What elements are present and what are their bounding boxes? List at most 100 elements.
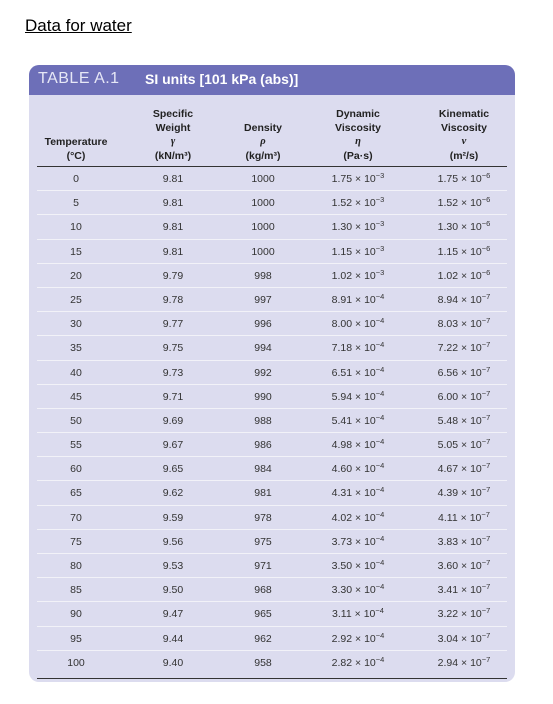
cell-density: 998 <box>254 269 272 282</box>
col-header-specific-weight: Specific Weight γ (kN/m³) <box>152 108 194 162</box>
cell-specific-weight: 9.81 <box>162 245 184 258</box>
cell-specific-weight: 9.71 <box>162 390 184 403</box>
table-row: 75 9.56 975 3.73 × 10−4 3.83 × 10−7 <box>29 530 515 555</box>
cell-temperature: 65 <box>70 487 82 500</box>
col-header-kinematic-viscosity: Kinematic Viscosity ν (m²/s) <box>438 108 490 162</box>
cell-temperature: 55 <box>70 439 82 452</box>
bottom-rule <box>37 678 507 679</box>
cell-kinematic-viscosity: 6.00 × 10−7 <box>437 388 491 403</box>
cell-dynamic-viscosity: 1.02 × 10−3 <box>331 267 385 282</box>
cell-density: 990 <box>254 390 272 403</box>
cell-dynamic-viscosity: 4.98 × 10−4 <box>331 437 385 452</box>
cell-temperature: 15 <box>70 245 82 258</box>
cell-density: 965 <box>254 608 272 621</box>
cell-kinematic-viscosity: 1.30 × 10−6 <box>437 219 491 234</box>
header-rule <box>37 166 507 167</box>
cell-dynamic-viscosity: 8.00 × 10−4 <box>331 316 385 331</box>
cell-dynamic-viscosity: 5.41 × 10−4 <box>331 412 385 427</box>
cell-density: 958 <box>254 656 272 669</box>
table-body: 0 9.81 1000 1.75 × 10−3 1.75 × 10−6 5 9.81 1000… <box>29 167 515 675</box>
cell-kinematic-viscosity: 1.02 × 10−6 <box>437 267 491 282</box>
table-row: 15 9.81 1000 1.15 × 10−3 1.15 × 10−6 <box>29 240 515 264</box>
cell-specific-weight: 9.77 <box>162 318 184 331</box>
cell-density: 1000 <box>251 197 275 210</box>
cell-specific-weight: 9.59 <box>162 511 184 524</box>
table-row: 45 9.71 990 5.94 × 10−4 6.00 × 10−7 <box>29 385 515 410</box>
cell-kinematic-viscosity: 3.22 × 10−7 <box>437 606 491 621</box>
cell-dynamic-viscosity: 1.15 × 10−3 <box>331 243 385 258</box>
cell-specific-weight: 9.50 <box>162 584 184 597</box>
cell-temperature: 60 <box>70 463 82 476</box>
cell-kinematic-viscosity: 4.67 × 10−7 <box>437 461 491 476</box>
cell-dynamic-viscosity: 3.30 × 10−4 <box>331 582 385 597</box>
table-label: TABLE A.1 <box>38 70 120 87</box>
cell-density: 971 <box>254 560 272 572</box>
cell-temperature: 40 <box>70 366 82 379</box>
cell-kinematic-viscosity: 4.39 × 10−7 <box>437 485 491 500</box>
cell-kinematic-viscosity: 7.22 × 10−7 <box>437 340 491 355</box>
table-row: 90 9.47 965 3.11 × 10−4 3.22 × 10−7 <box>29 602 515 627</box>
table-row: 50 9.69 988 5.41 × 10−4 5.48 × 10−7 <box>29 409 515 434</box>
cell-temperature: 85 <box>70 584 82 597</box>
table-row: 55 9.67 986 4.98 × 10−4 5.05 × 10−7 <box>29 433 515 458</box>
table-row: 65 9.62 981 4.31 × 10−4 4.39 × 10−7 <box>29 481 515 506</box>
cell-density: 992 <box>254 366 272 379</box>
cell-specific-weight: 9.44 <box>162 632 184 645</box>
col-header-dynamic-viscosity: Dynamic Viscosity η (Pa·s) <box>335 108 381 162</box>
cell-density: 997 <box>254 293 272 306</box>
cell-dynamic-viscosity: 4.60 × 10−4 <box>331 461 385 476</box>
table-row: 40 9.73 992 6.51 × 10−4 6.56 × 10−7 <box>29 361 515 385</box>
cell-dynamic-viscosity: 8.91 × 10−4 <box>331 291 385 306</box>
cell-density: 968 <box>254 584 272 597</box>
cell-specific-weight: 9.79 <box>162 269 184 282</box>
cell-specific-weight: 9.81 <box>162 221 184 234</box>
cell-temperature: 90 <box>70 608 82 621</box>
cell-temperature: 30 <box>70 318 82 331</box>
table-row: 100 9.40 958 2.82 × 10−4 2.94 × 10−7 <box>29 651 515 675</box>
cell-kinematic-viscosity: 8.03 × 10−7 <box>437 316 491 331</box>
cell-temperature: 50 <box>70 414 82 427</box>
cell-dynamic-viscosity: 5.94 × 10−4 <box>331 388 385 403</box>
cell-dynamic-viscosity: 3.11 × 10−4 <box>332 606 384 621</box>
table-row: 5 9.81 1000 1.52 × 10−3 1.52 × 10−6 <box>29 191 515 216</box>
cell-dynamic-viscosity: 1.52 × 10−3 <box>331 195 385 210</box>
cell-density: 962 <box>254 632 272 645</box>
cell-density: 994 <box>254 342 272 355</box>
cell-dynamic-viscosity: 4.02 × 10−4 <box>331 509 385 524</box>
cell-temperature: 0 <box>73 173 79 185</box>
cell-dynamic-viscosity: 3.73 × 10−4 <box>331 533 385 548</box>
cell-kinematic-viscosity: 3.83 × 10−7 <box>437 533 491 548</box>
cell-kinematic-viscosity: 2.94 × 10−7 <box>437 654 491 669</box>
cell-kinematic-viscosity: 3.60 × 10−7 <box>437 558 491 572</box>
col-header-temperature: Temperature (°C) <box>44 136 108 162</box>
cell-kinematic-viscosity: 4.11 × 10−7 <box>438 509 490 524</box>
cell-temperature: 100 <box>67 656 85 669</box>
cell-temperature: 35 <box>70 342 82 355</box>
table-title: SI units [101 kPa (abs)] <box>145 71 299 87</box>
cell-temperature: 95 <box>70 632 82 645</box>
table-row: 10 9.81 1000 1.30 × 10−3 1.30 × 10−6 <box>29 215 515 240</box>
cell-specific-weight: 9.53 <box>162 560 184 572</box>
cell-density: 1000 <box>251 245 275 258</box>
cell-specific-weight: 9.47 <box>162 608 184 621</box>
cell-density: 984 <box>254 463 272 476</box>
page-heading: Data for water <box>25 16 132 35</box>
cell-temperature: 70 <box>70 511 82 524</box>
cell-dynamic-viscosity: 1.75 × 10−3 <box>331 171 385 185</box>
cell-specific-weight: 9.81 <box>162 173 184 185</box>
cell-specific-weight: 9.62 <box>162 487 184 500</box>
table-row: 60 9.65 984 4.60 × 10−4 4.67 × 10−7 <box>29 457 515 482</box>
cell-density: 975 <box>254 535 272 548</box>
table-row: 35 9.75 994 7.18 × 10−4 7.22 × 10−7 <box>29 336 515 361</box>
cell-dynamic-viscosity: 3.50 × 10−4 <box>331 558 385 572</box>
table-row: 80 9.53 971 3.50 × 10−4 3.60 × 10−7 <box>29 554 515 579</box>
table-row: 20 9.79 998 1.02 × 10−3 1.02 × 10−6 <box>29 264 515 289</box>
cell-specific-weight: 9.78 <box>162 293 184 306</box>
cell-density: 996 <box>254 318 272 331</box>
table-row: 85 9.50 968 3.30 × 10−4 3.41 × 10−7 <box>29 578 515 603</box>
cell-kinematic-viscosity: 5.05 × 10−7 <box>437 437 491 452</box>
cell-temperature: 25 <box>70 293 82 306</box>
cell-kinematic-viscosity: 1.52 × 10−6 <box>437 195 491 210</box>
cell-specific-weight: 9.69 <box>162 414 184 427</box>
cell-dynamic-viscosity: 2.92 × 10−4 <box>331 630 385 645</box>
